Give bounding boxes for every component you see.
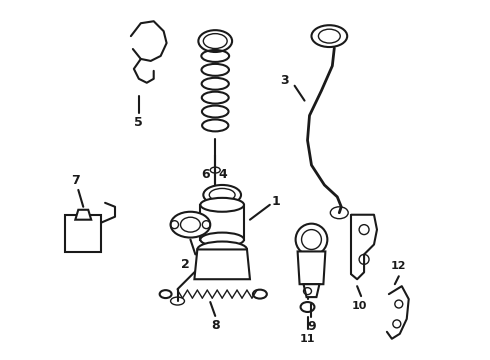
Ellipse shape: [200, 233, 244, 247]
Text: 12: 12: [391, 261, 407, 271]
Ellipse shape: [312, 25, 347, 47]
Text: 10: 10: [351, 301, 367, 311]
Polygon shape: [75, 210, 91, 220]
Ellipse shape: [203, 185, 241, 205]
Polygon shape: [297, 251, 325, 284]
Text: 2: 2: [181, 258, 190, 271]
Ellipse shape: [171, 212, 210, 238]
Polygon shape: [65, 215, 101, 252]
Ellipse shape: [198, 30, 232, 52]
Polygon shape: [195, 249, 250, 279]
Text: 6: 6: [201, 167, 210, 181]
Text: 3: 3: [280, 74, 289, 87]
Text: 1: 1: [271, 195, 280, 208]
Text: 5: 5: [134, 116, 143, 129]
Text: 7: 7: [71, 174, 80, 186]
Text: 11: 11: [300, 334, 315, 344]
Text: 4: 4: [219, 167, 227, 181]
Polygon shape: [303, 284, 319, 297]
Text: 9: 9: [307, 320, 316, 333]
Polygon shape: [200, 205, 244, 239]
Ellipse shape: [197, 242, 247, 257]
Ellipse shape: [200, 198, 244, 212]
Text: 8: 8: [211, 319, 220, 332]
